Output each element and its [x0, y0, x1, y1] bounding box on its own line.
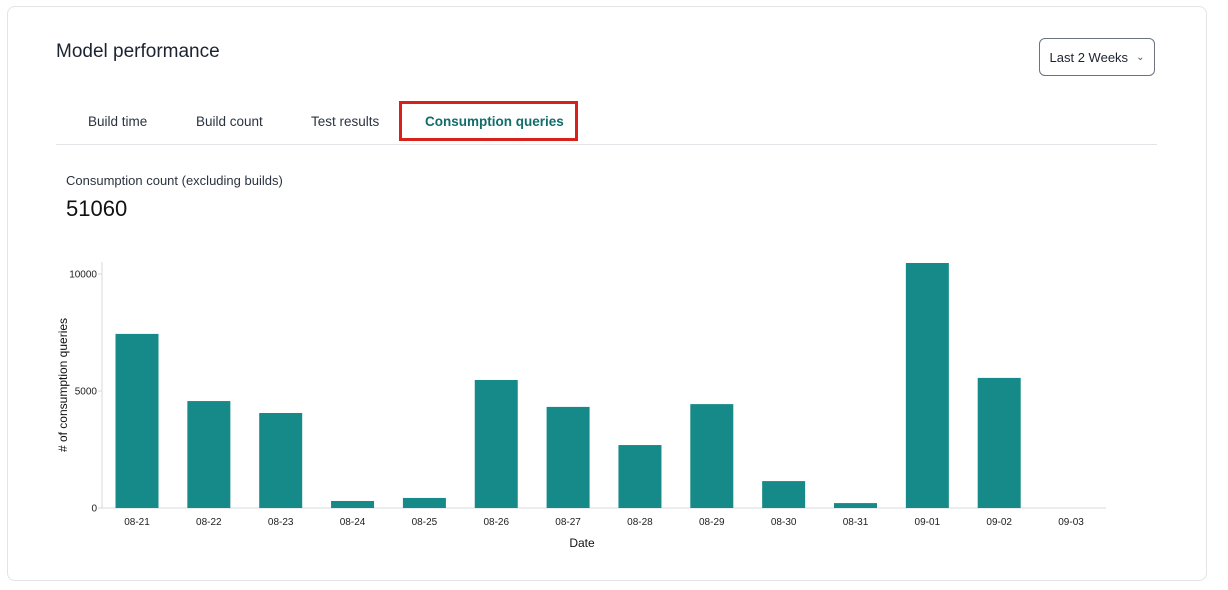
x-tick-label: 09-02	[986, 517, 1012, 528]
x-tick-label: 08-28	[627, 517, 653, 528]
y-axis-label: # of consumption queries	[56, 318, 70, 452]
bar[interactable]	[474, 380, 518, 508]
bar[interactable]	[618, 445, 662, 508]
x-tick-label: 08-29	[699, 517, 725, 528]
x-tick-label: 08-27	[555, 517, 581, 528]
chevron-down-icon: ⌄	[1136, 51, 1145, 63]
x-tick-label: 08-30	[771, 517, 797, 528]
y-tick-label: 0	[91, 504, 97, 515]
y-tick-label: 10000	[69, 270, 97, 281]
x-tick-label: 08-21	[124, 517, 150, 528]
tab-build-count[interactable]: Build count	[196, 114, 263, 129]
bar[interactable]	[259, 412, 303, 508]
kpi-label: Consumption count (excluding builds)	[66, 173, 283, 188]
page-title: Model performance	[56, 41, 220, 62]
bar[interactable]	[402, 497, 446, 508]
kpi-value: 51060	[66, 196, 128, 221]
x-tick-label: 09-01	[915, 517, 941, 528]
x-tick-label: 08-31	[843, 517, 869, 528]
tab-consumption-queries[interactable]: Consumption queries	[425, 114, 564, 129]
bar[interactable]	[331, 500, 375, 508]
bar[interactable]	[690, 404, 734, 508]
tab-test-results[interactable]: Test results	[311, 114, 380, 129]
x-tick-label: 08-25	[412, 517, 438, 528]
date-range-value: Last 2 Weeks	[1049, 49, 1129, 65]
x-tick-label: 08-23	[268, 517, 294, 528]
x-tick-label: 08-22	[196, 517, 222, 528]
bar[interactable]	[762, 481, 806, 508]
date-range-select[interactable]: Last 2 Weeks ⌄	[1039, 38, 1155, 76]
tab-bar: Build time Build count Test results Cons…	[56, 102, 1157, 145]
tab-build-time[interactable]: Build time	[88, 114, 148, 129]
y-tick-label: 5000	[75, 387, 98, 398]
x-tick-label: 08-26	[483, 517, 509, 528]
bar[interactable]	[115, 333, 159, 508]
x-tick-label: 09-03	[1058, 517, 1084, 528]
bar[interactable]	[834, 503, 877, 508]
bar[interactable]	[187, 401, 231, 508]
x-axis-label: Date	[569, 536, 595, 550]
bar[interactable]	[905, 263, 949, 508]
bar[interactable]	[977, 377, 1021, 508]
bar[interactable]	[546, 406, 590, 508]
x-tick-label: 08-24	[340, 517, 366, 528]
